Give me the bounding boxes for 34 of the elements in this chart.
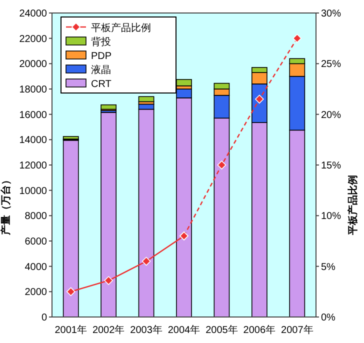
y-tick-label: 22000 [19,34,48,45]
y-tick-label: 18000 [19,84,48,96]
y2-tick-label: 20% [321,110,342,121]
y-tick-label: 24000 [19,8,48,20]
y-tick-label: 16000 [19,110,48,121]
y2-tick-label: 0% [321,312,336,324]
y-tick-label: 6000 [24,236,48,248]
legend-label: 平板产品比例 [91,22,151,34]
y-tick-label: 12000 [19,160,48,172]
y2-axis-title: 平板产品比例 [347,175,359,236]
y2-tick-label: 5% [321,262,336,273]
y-tick-label: 8000 [24,211,48,222]
y2-tick-label: 15% [321,160,342,172]
x-tick-label: 2007年 [281,324,314,336]
y2-tick-label: 25% [321,59,342,70]
y2-tick-label: 30% [321,8,342,20]
x-tick-label: 2005年 [206,324,238,336]
y-tick-label: 14000 [19,135,48,146]
x-tick-label: 2004年 [168,324,200,336]
y-tick-label: 4000 [24,262,48,273]
x-tick-label: 2002年 [92,324,125,336]
y2-tick-label: 10% [321,211,342,222]
x-tick-label: 2003年 [130,324,162,336]
legend-label: 液晶 [91,64,111,76]
x-tick-label: 2006年 [243,324,276,336]
x-tick-label: 2001年 [54,324,87,336]
y-tick-label: 10000 [19,186,48,197]
y-axis-title: 产量（万台） [0,175,12,236]
legend-label: PDP [91,51,112,62]
y-tick-label: 2000 [24,287,48,298]
y-tick-label: 0 [41,312,48,324]
legend-label: CRT [91,79,112,90]
legend-label: 背投 [91,36,111,48]
y-tick-label: 20000 [19,59,48,70]
